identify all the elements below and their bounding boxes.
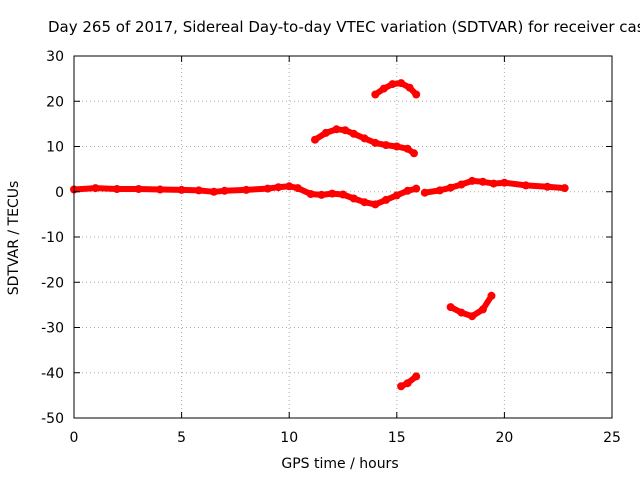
data-point (403, 186, 412, 195)
data-point (306, 190, 315, 198)
data-point (349, 194, 358, 203)
data-point (478, 305, 487, 314)
data-point (412, 372, 421, 381)
data-point (382, 195, 390, 204)
data-point (435, 186, 444, 195)
data-point (339, 190, 347, 199)
data-point (412, 184, 421, 193)
data-point (410, 149, 418, 158)
series-arc-lower-2 (397, 372, 421, 391)
data-point (489, 179, 498, 188)
data-point (405, 83, 414, 92)
series-arc-upper-2 (371, 79, 421, 99)
y-tick-label: -50 (41, 411, 64, 427)
data-point (220, 186, 229, 195)
data-point (397, 382, 406, 391)
data-point (397, 79, 406, 88)
data-point (285, 182, 294, 191)
data-point (360, 198, 369, 207)
data-point (392, 191, 401, 200)
data-point (388, 80, 397, 89)
data-point (457, 308, 466, 317)
data-point (274, 183, 283, 192)
x-tick-label: 15 (388, 430, 406, 446)
data-point (177, 185, 186, 194)
data-point (487, 291, 496, 300)
x-tick-label: 0 (70, 430, 79, 446)
data-point (328, 189, 337, 198)
data-point (311, 135, 319, 144)
y-tick-label: -20 (41, 275, 64, 291)
y-tick-label: 0 (55, 185, 64, 201)
series-arc-lower-1 (446, 291, 496, 321)
data-point (403, 144, 412, 153)
data-point (293, 184, 302, 193)
data-point (521, 181, 530, 190)
x-tick-label: 5 (177, 430, 186, 446)
data-series (70, 79, 569, 391)
data-point (113, 185, 121, 193)
data-point (317, 190, 326, 199)
x-tick-label: 10 (280, 430, 298, 446)
data-point (446, 303, 455, 312)
data-point (500, 178, 509, 187)
data-point (379, 84, 388, 93)
y-tick-label: -40 (41, 366, 64, 382)
data-point (134, 185, 143, 193)
series-arc-evening (420, 176, 569, 197)
data-point (457, 180, 466, 189)
series-arc-baseline (70, 182, 421, 209)
data-point (420, 188, 429, 197)
axis-ticks (73, 55, 613, 419)
data-point (412, 90, 421, 99)
data-point (371, 90, 380, 99)
chart-title: Day 265 of 2017, Sidereal Day-to-day VTE… (48, 18, 640, 36)
data-point (209, 187, 218, 196)
data-point (263, 184, 272, 193)
data-point (349, 129, 358, 138)
data-point (194, 186, 203, 195)
data-point (242, 185, 251, 194)
grid-lines (74, 56, 612, 418)
data-point (392, 142, 401, 151)
data-point (446, 183, 455, 192)
data-point (403, 379, 412, 388)
x-tick-label: 20 (495, 430, 513, 446)
data-point (382, 141, 390, 150)
data-point (341, 126, 350, 135)
data-point (332, 125, 341, 134)
x-axis-label: GPS time / hours (281, 456, 399, 472)
y-tick-label: -30 (41, 321, 64, 337)
x-tick-label: 25 (603, 430, 621, 446)
y-tick-label: 10 (46, 140, 64, 156)
y-tick-label: -10 (41, 230, 64, 246)
y-tick-label: 20 (46, 94, 64, 110)
y-axis-label: SDTVAR / TECUs (6, 180, 22, 296)
data-point (91, 184, 100, 193)
data-point (321, 128, 330, 137)
data-point (371, 200, 380, 209)
data-point (478, 177, 487, 186)
data-point (156, 185, 165, 194)
data-point (543, 182, 552, 191)
y-tick-label: 30 (46, 49, 64, 65)
data-point (371, 138, 380, 147)
series-arc-upper-1 (311, 125, 418, 158)
data-point (468, 176, 477, 185)
tick-labels: 0 5 10 15 20 25 30 20 10 0 -10 -20 -30 -40 -50 (41, 49, 621, 446)
data-point (560, 184, 569, 193)
data-point (360, 134, 369, 143)
data-point (468, 312, 477, 321)
